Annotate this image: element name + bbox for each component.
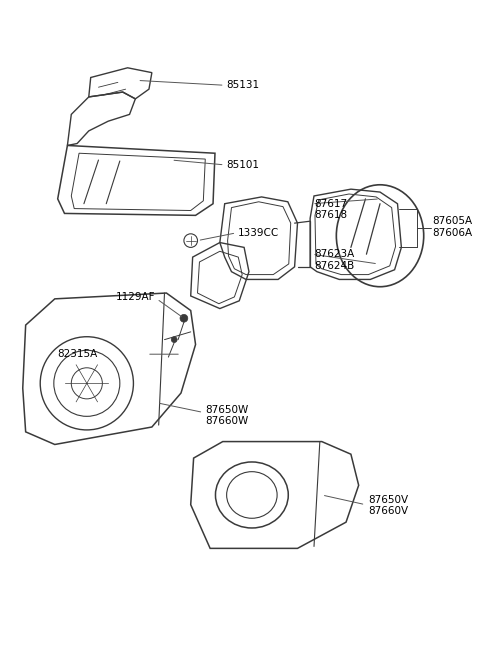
Text: 87605A: 87605A — [432, 216, 473, 226]
Text: 82315A: 82315A — [58, 349, 98, 359]
Text: 87660V: 87660V — [368, 506, 408, 517]
Text: 87650W: 87650W — [205, 405, 249, 415]
Text: 85131: 85131 — [227, 81, 260, 90]
Text: 87660W: 87660W — [205, 416, 249, 426]
Text: 87617: 87617 — [314, 198, 347, 209]
Text: 1129AF: 1129AF — [116, 292, 156, 302]
Text: 87624B: 87624B — [314, 261, 354, 271]
Circle shape — [171, 337, 177, 343]
Text: 87623A: 87623A — [314, 249, 354, 259]
Text: 87606A: 87606A — [432, 228, 473, 238]
Text: 1339CC: 1339CC — [238, 228, 279, 238]
Text: 85101: 85101 — [227, 160, 260, 170]
Text: 87650V: 87650V — [368, 495, 408, 505]
Text: 87618: 87618 — [314, 210, 347, 220]
Circle shape — [180, 314, 188, 322]
